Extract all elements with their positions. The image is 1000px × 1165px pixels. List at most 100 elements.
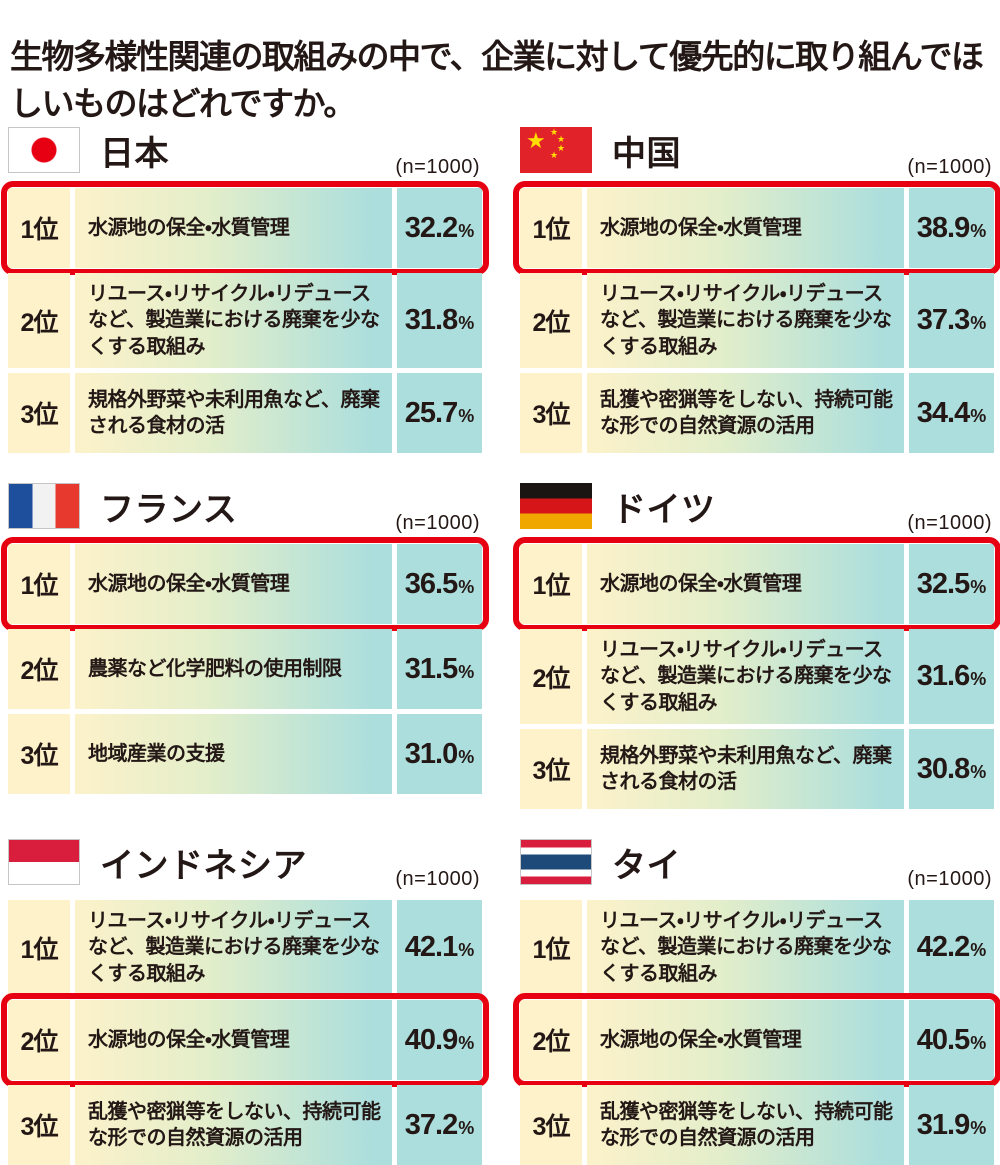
value-number: 37.2 [404,1108,458,1141]
sample-size: (n=1000) [907,156,992,178]
panel-header-indonesia: インドネシア [8,838,482,886]
item-label: リユース・リサイクル・リデュースなど、製造業における廃棄を少なくする取組み [75,900,392,996]
value-number: 36.5 [404,567,458,600]
item-value: 40.9% [397,1000,482,1081]
percent-sign: % [970,669,987,690]
item-value: 42.2% [909,900,994,996]
country-name: フランス [100,490,238,529]
panel-header-france: フランス [8,482,482,530]
percent-sign: % [970,1117,987,1138]
ranking-table: 1位 水源地の保全・水質管理 38.9% 2位 リユース・リサイクル・リデュース… [513,181,1000,454]
item-label: 規格外野菜や未利用魚など、廃棄される食材の活 [75,373,392,454]
rank-row-highlighted: 1位 水源地の保全・水質管理 38.9% [513,181,1000,275]
rank-row-highlighted: 1位 水源地の保全・水質管理 32.2% [1,181,489,275]
rank-label: 3位 [520,373,582,454]
value-number: 31.9 [916,1108,970,1141]
rank-row: 3位 乱獲や密猟等をしない、持続可能な形での自然資源の活用 37.2% [8,1085,482,1165]
percent-sign: % [458,220,475,241]
china-flag-icon: ★ ★ ★ ★ ★ [520,127,592,173]
rank-label: 1位 [8,544,70,624]
rank-row: 1位 リユース・リサイクル・リデュースなど、製造業における廃棄を少なくする取組み… [520,900,994,996]
country-name: 日本 [100,134,169,173]
ranking-table: 1位 水源地の保全・水質管理 32.2% 2位 リユース・リサイクル・リデュース… [1,181,489,454]
sample-size: (n=1000) [395,512,480,534]
value-number: 25.7 [404,396,458,429]
rank-label: 1位 [8,900,70,996]
ranking-table: 1位 水源地の保全・水質管理 36.5% 2位 農薬など化学肥料の使用制限 31… [1,537,489,794]
percent-sign: % [970,220,987,241]
thailand-flag-icon [520,839,592,885]
rank-label: 3位 [8,1085,70,1165]
item-label: 乱獲や密猟等をしない、持続可能な形での自然資源の活用 [587,373,904,454]
value-number: 42.2 [916,931,970,964]
item-value: 31.9% [909,1085,994,1165]
rank-row: 2位 農薬など化学肥料の使用制限 31.5% [8,629,482,709]
panel-indonesia: インドネシア (n=1000) 1位 リユース・リサイクル・リデュースなど、製造… [1,838,489,1165]
rank-row: 1位 リユース・リサイクル・リデュースなど、製造業における廃棄を少なくする取組み… [8,900,482,996]
value-number: 37.3 [916,304,970,337]
item-value: 25.7% [397,373,482,454]
percent-sign: % [970,761,987,782]
rank-label: 1位 [8,188,70,268]
country-name: インドネシア [100,846,307,885]
value-number: 30.8 [916,752,970,785]
item-value: 37.2% [397,1085,482,1165]
rank-row: 3位 乱獲や密猟等をしない、持続可能な形での自然資源の活用 34.4% [520,373,994,454]
value-number: 32.5 [916,567,970,600]
percent-sign: % [970,1032,987,1053]
item-value: 31.0% [397,714,482,794]
panel-japan: 日本 (n=1000) 1位 水源地の保全・水質管理 32.2% 2位 リユース… [1,126,489,454]
panel-thailand: タイ (n=1000) 1位 リユース・リサイクル・リデュースなど、製造業におけ… [513,838,1000,1165]
item-label: リユース・リサイクル・リデュースなど、製造業における廃棄を少なくする取組み [587,273,904,369]
percent-sign: % [970,405,987,426]
item-value: 38.9% [909,188,994,268]
rank-row-highlighted: 1位 水源地の保全・水質管理 36.5% [1,537,489,631]
rank-row: 3位 規格外野菜や未利用魚など、廃棄される食材の活 30.8% [520,729,994,810]
percent-sign: % [458,576,475,597]
item-label: リユース・リサイクル・リデュースなど、製造業における廃棄を少なくする取組み [587,900,904,996]
rank-row-highlighted: 2位 水源地の保全・水質管理 40.5% [513,993,1000,1088]
panel-header-japan: 日本 [8,126,482,174]
rank-label: 3位 [520,1085,582,1165]
item-label: 地域産業の支援 [75,714,392,794]
japan-flag-icon [8,127,80,173]
item-label: 乱獲や密猟等をしない、持続可能な形での自然資源の活用 [587,1085,904,1165]
ranking-table: 1位 リユース・リサイクル・リデュースなど、製造業における廃棄を少なくする取組み… [513,900,1000,1165]
value-number: 40.5 [916,1023,970,1056]
item-label: 水源地の保全・水質管理 [75,544,392,624]
sample-size: (n=1000) [907,868,992,890]
item-label: リユース・リサイクル・リデュースなど、製造業における廃棄を少なくする取組み [587,629,904,725]
percent-sign: % [970,940,987,961]
percent-sign: % [458,405,475,426]
france-flag-icon [8,483,80,529]
percent-sign: % [458,1117,475,1138]
rank-label: 2位 [8,273,70,369]
item-value: 40.5% [909,1000,994,1081]
item-value: 31.8% [397,273,482,369]
rank-row: 3位 地域産業の支援 31.0% [8,714,482,794]
panel-header-germany: ドイツ [520,482,994,530]
item-value: 30.8% [909,729,994,810]
percent-sign: % [458,661,475,682]
value-number: 42.1 [404,931,458,964]
item-label: 水源地の保全・水質管理 [587,188,904,268]
survey-question-title: 生物多様性関連の取組みの中で、企業に対して優先的に取り組んでほしいものはどれです… [10,38,984,122]
item-value: 31.5% [397,629,482,709]
country-name: タイ [612,846,681,885]
germany-flag-icon [520,483,592,529]
item-label: 水源地の保全・水質管理 [587,1000,904,1081]
rank-label: 3位 [8,714,70,794]
sample-size: (n=1000) [907,512,992,534]
sample-size: (n=1000) [395,868,480,890]
value-number: 38.9 [916,211,970,244]
value-number: 31.0 [404,737,458,770]
rank-label: 2位 [8,629,70,709]
rank-label: 3位 [8,373,70,454]
item-label: 乱獲や密猟等をしない、持続可能な形での自然資源の活用 [75,1085,392,1165]
item-value: 31.6% [909,629,994,725]
percent-sign: % [458,1032,475,1053]
item-value: 37.3% [909,273,994,369]
percent-sign: % [970,313,987,334]
panel-china: ★ ★ ★ ★ ★ 中国 (n=1000) 1位 水源地の保全・水質管理 38.9% 2… [513,126,1000,454]
item-label: 水源地の保全・水質管理 [75,1000,392,1081]
